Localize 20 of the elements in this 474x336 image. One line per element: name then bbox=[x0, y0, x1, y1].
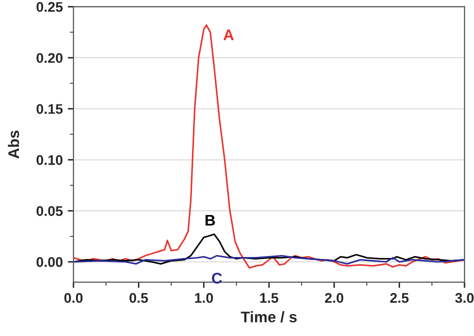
series-label: A bbox=[223, 30, 234, 40]
x-tick-label: 3.0 bbox=[455, 293, 474, 303]
x-tick-label: 0.0 bbox=[64, 293, 83, 303]
y-tick-label: 0.15 bbox=[36, 104, 63, 114]
x-axis-title: Time / s bbox=[240, 311, 297, 323]
y-tick-label: 0.25 bbox=[36, 2, 63, 12]
line-series bbox=[73, 254, 465, 265]
x-tick-label: 2.5 bbox=[390, 293, 409, 303]
y-tick-label: 0.00 bbox=[36, 257, 62, 267]
series-label: B bbox=[206, 215, 215, 226]
x-tick-label: 2.0 bbox=[325, 293, 344, 303]
y-tick-label: 0.20 bbox=[36, 53, 62, 63]
x-tick-label: 0.5 bbox=[130, 293, 148, 303]
x-tick-label: 1.0 bbox=[195, 293, 213, 303]
y-axis-title: Abs bbox=[8, 130, 20, 159]
x-tick-label: 1.5 bbox=[260, 293, 278, 303]
line-series bbox=[73, 24, 465, 269]
y-tick-label: 0.10 bbox=[36, 155, 62, 165]
y-tick-label: 0.05 bbox=[36, 206, 63, 216]
series-label: C bbox=[212, 272, 222, 284]
